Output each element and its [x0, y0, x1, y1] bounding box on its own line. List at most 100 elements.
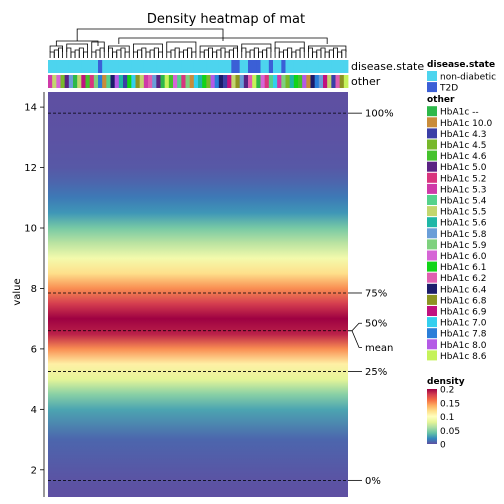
annotation-cell: [198, 60, 203, 73]
annotation-name-disease-state: disease.state: [351, 60, 424, 73]
annotation-cell: [181, 60, 186, 73]
dendrogram-branch: [199, 51, 205, 58]
annotation-cell: [160, 75, 166, 88]
legend-label: non-diabetic: [440, 73, 496, 83]
legend-label: HbA1c 5.6: [440, 219, 487, 229]
dendrogram-branch: [95, 49, 101, 58]
annotation-cell: [135, 60, 141, 73]
annotation-cell: [93, 60, 99, 73]
annotation-cell: [277, 60, 282, 73]
legend-swatch: [427, 217, 437, 228]
dendrogram-branch: [166, 41, 197, 52]
annotation-cell: [335, 75, 341, 88]
annotation-cell: [56, 75, 61, 88]
legend-label: HbA1c 5.2: [440, 174, 487, 184]
annotation-cell: [335, 60, 341, 73]
annotation-cell: [239, 60, 245, 73]
annotation-cell: [277, 75, 282, 88]
annotation-cell: [110, 60, 116, 73]
dendrogram-branch: [228, 49, 234, 58]
y-tick-label: 8: [31, 284, 37, 295]
annotation-cell: [243, 60, 249, 73]
dendrogram-branch: [153, 47, 159, 58]
annotation-cell: [60, 60, 66, 73]
legend-swatch: [427, 350, 437, 361]
annotation-cell: [227, 60, 232, 73]
annotation-cell: [106, 60, 111, 73]
legend-swatch: [427, 195, 437, 205]
legend-label: HbA1c 7.8: [440, 330, 487, 340]
annotation-cell: [102, 60, 107, 73]
annotation-cell: [143, 75, 149, 88]
annotation-row-other: [48, 75, 349, 88]
dendrogram-branch: [133, 43, 163, 52]
dendrogram-branch: [249, 49, 255, 58]
annotation-cell: [73, 75, 78, 88]
quantile-label: 75%: [365, 288, 387, 299]
annotation-cell: [52, 60, 57, 73]
density-tick-label: 0: [440, 441, 446, 451]
annotation-cell: [302, 75, 307, 88]
legend-label: HbA1c 6.1: [440, 263, 487, 273]
annotation-cell: [89, 75, 95, 88]
annotation-cell: [202, 75, 207, 88]
annotation-cell: [85, 60, 91, 73]
dendrogram-branch: [70, 51, 76, 58]
legend-swatch: [427, 172, 437, 183]
dendrogram-branch: [108, 45, 130, 52]
legend-label: HbA1c 5.4: [440, 197, 487, 207]
annotation-cell: [110, 75, 116, 88]
dendrogram-branch: [258, 51, 263, 58]
legend-label: HbA1c 6.9: [440, 308, 487, 318]
annotation-cell: [56, 60, 61, 73]
annotation-cell: [323, 75, 328, 88]
annotation-cell: [318, 60, 324, 73]
quantile-lines: 100% 75% 50% mean 25% 0%: [48, 109, 394, 487]
dendrogram-branch: [287, 47, 293, 58]
dendrogram-branch: [266, 47, 272, 58]
annotation-cell: [139, 75, 145, 88]
dendrogram-branch: [174, 47, 180, 58]
annotation-cell: [289, 75, 295, 88]
dendrogram-branch: [116, 49, 122, 58]
annotation-cell: [106, 75, 111, 88]
dendrogram-branch: [145, 51, 151, 58]
dendrogram-branch: [278, 51, 284, 58]
annotation-cell: [114, 60, 120, 73]
annotation-cell: [131, 60, 136, 73]
dendrogram-branch: [49, 45, 63, 52]
dendrogram-branch: [220, 47, 226, 58]
quantile-label: 0%: [365, 476, 381, 487]
legend-swatch: [427, 306, 437, 316]
y-tick-label: 2: [31, 465, 37, 476]
annotation-cell: [152, 60, 157, 73]
annotation-cell: [223, 75, 228, 88]
dendrogram-branch: [241, 47, 247, 58]
annotation-cell: [189, 75, 195, 88]
annotation-cell: [198, 75, 203, 88]
annotation-cell: [331, 60, 336, 73]
annotation-cell: [185, 60, 191, 73]
dendrogram-branch: [141, 47, 147, 58]
legend-label: HbA1c 5.0: [440, 163, 487, 173]
annotation-cell: [281, 60, 286, 73]
dendrogram-branch: [291, 51, 297, 58]
legend-swatch: [427, 161, 437, 172]
annotation-cell: [260, 60, 266, 73]
dendrogram-branch: [283, 49, 288, 58]
legend-label: HbA1c 7.0: [440, 319, 487, 329]
annotation-cell: [193, 75, 199, 88]
annotation-cell: [293, 60, 299, 73]
dendrogram-branch: [133, 51, 138, 58]
legend-label: HbA1c 4.3: [440, 130, 487, 140]
dendrogram-branch: [212, 51, 218, 58]
dendrogram-branch: [124, 51, 130, 58]
annotation-cell: [68, 60, 74, 73]
dendrogram-branch: [137, 49, 143, 58]
y-axis-label: value: [12, 278, 23, 305]
annotation-cell: [281, 75, 286, 88]
annotation-cell: [235, 75, 241, 88]
annotation-cell: [181, 75, 186, 88]
annotation-cell: [152, 75, 157, 88]
dendrogram-branch: [274, 41, 305, 52]
